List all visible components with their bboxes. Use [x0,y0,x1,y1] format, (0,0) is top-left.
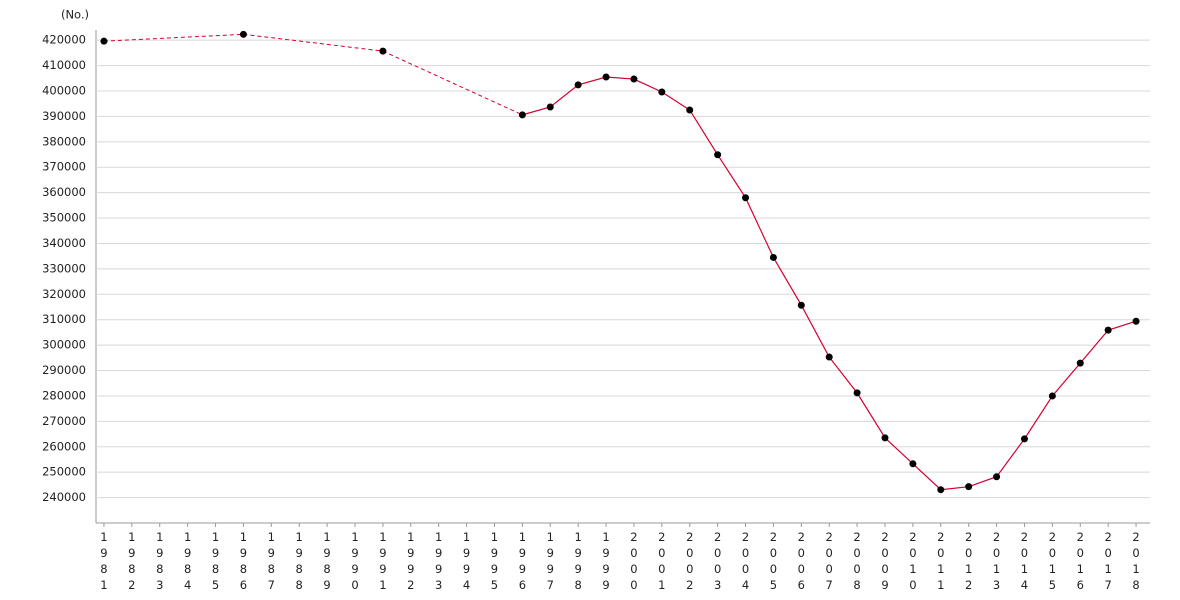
x-tick-label: 2003 [711,530,725,594]
x-tick-label: 1987 [264,530,278,594]
y-tick-label: 290000 [42,363,86,377]
x-tick-label: 1996 [515,530,529,594]
x-tick-label: 2006 [794,530,808,594]
point [769,253,777,261]
point [1020,435,1028,443]
line [522,76,1137,491]
point [686,106,694,114]
x-tick-label: 1990 [348,530,362,594]
y-tick-label: 300000 [42,338,86,352]
x-tick-label: 1991 [376,530,390,594]
x-tick-label: 2008 [850,530,864,594]
point [797,301,805,309]
gap-connector [382,50,523,116]
point [658,88,666,96]
y-tick-label: 250000 [42,465,86,479]
x-tick-label: 2000 [627,530,641,594]
point [993,473,1001,481]
point [379,47,387,55]
y-tick-label: 350000 [42,211,86,225]
y-tick-label: 380000 [42,134,86,148]
point [1076,359,1084,367]
x-tick-label: 2011 [934,530,948,594]
x-tick-label: 2002 [683,530,697,594]
point [853,389,861,397]
x-tick-label: 2013 [990,530,1004,594]
y-axis-label: (No.) [61,8,89,22]
y-tick-label: 280000 [42,388,86,402]
x-tick-label: 2018 [1129,530,1143,594]
x-tick-label: 1984 [181,530,195,594]
y-tick-label: 410000 [42,58,86,72]
point [1104,326,1112,334]
x-tick-label: 2010 [906,530,920,594]
point [1048,392,1056,400]
x-tick-label: 1992 [404,530,418,594]
x-tick-label: 1997 [543,530,557,594]
x-tick-label: 1982 [125,530,139,594]
y-tick-label: 340000 [42,236,86,250]
gap-connector [103,33,244,42]
point [937,486,945,494]
x-tick-label: 2017 [1101,530,1115,594]
y-tick-label: 370000 [42,160,86,174]
x-tick-label: 2005 [766,530,780,594]
y-tick-label: 420000 [42,33,86,47]
x-tick-label: 2007 [822,530,836,594]
x-tick-label: 2014 [1017,530,1031,594]
x-tick-label: 2015 [1045,530,1059,594]
y-tick-label: 360000 [42,185,86,199]
point [239,30,247,38]
y-tick-label: 400000 [42,83,86,97]
x-tick-label: 1986 [236,530,250,594]
point [546,103,554,111]
y-tick-label: 310000 [42,312,86,326]
y-tick-label: 260000 [42,439,86,453]
point [574,81,582,89]
x-tick-label: 1988 [292,530,306,594]
y-tick-label: 320000 [42,287,86,301]
gap-connector [243,33,383,52]
point [965,483,973,491]
point [100,37,108,45]
point [602,73,610,81]
x-tick-label: 1985 [209,530,223,594]
x-tick-label: 2009 [878,530,892,594]
x-tick-label: 1989 [320,530,334,594]
x-tick-label: 2012 [962,530,976,594]
point [714,151,722,159]
x-tick-label: 2004 [739,530,753,594]
point [742,194,750,202]
x-tick-label: 1983 [153,530,167,594]
x-tick-label: 1981 [97,530,111,594]
y-tick-label: 330000 [42,261,86,275]
y-tick-label: 270000 [42,414,86,428]
x-tick-label: 1995 [487,530,501,594]
x-tick-label: 1999 [599,530,613,594]
x-tick-label: 2001 [655,530,669,594]
x-tick-label: 1994 [460,530,474,594]
point [630,75,638,83]
x-tick-label: 2016 [1073,530,1087,594]
x-tick-label: 1993 [432,530,446,594]
x-tick-label: 1998 [571,530,585,594]
y-tick-label: 390000 [42,109,86,123]
point [1132,317,1140,325]
y-tick-label: 240000 [42,490,86,504]
point [881,434,889,442]
point [518,111,526,119]
point [825,353,833,361]
point [909,460,917,468]
